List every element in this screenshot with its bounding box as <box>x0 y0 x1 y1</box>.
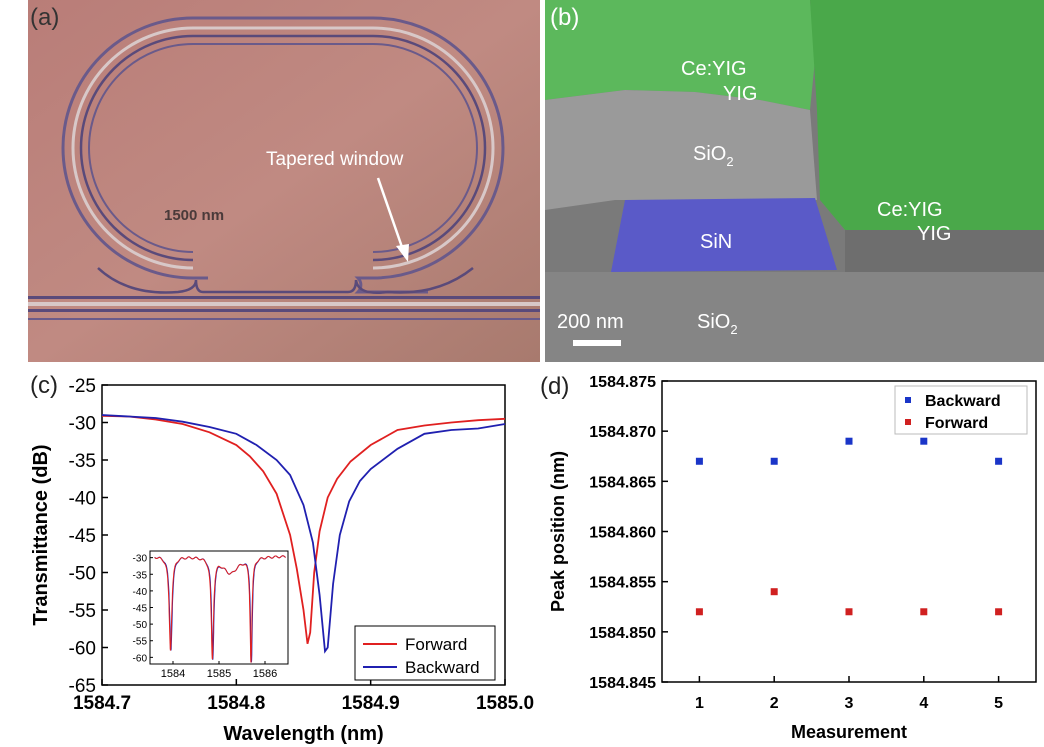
scale-bar-label: 200 nm <box>557 311 624 333</box>
data-point-backward <box>695 457 703 465</box>
x-tick-label: 1585.0 <box>476 693 534 714</box>
x-tick-label: 1584.9 <box>342 693 400 714</box>
sem-cross-section: Ce:YIG YIG SiO2 Ce:YIG YIG SiN SiO2 200 … <box>545 0 1044 362</box>
scale-bar <box>573 340 621 346</box>
data-point-backward <box>770 457 778 465</box>
x-tick-label: 1584.7 <box>73 693 131 714</box>
x-tick-label: 3 <box>845 695 854 712</box>
data-point-forward <box>695 608 703 616</box>
ceyig-top-label: Ce:YIG <box>681 58 747 80</box>
tapered-window-label: Tapered window <box>266 149 404 170</box>
annotation-arrow-line <box>376 177 405 251</box>
legend-label-forward: Forward <box>405 635 467 654</box>
data-point-backward <box>995 457 1003 465</box>
panel-b-label: (b) <box>550 4 580 31</box>
inset-y-tick-label: -45 <box>133 604 148 615</box>
yig-top-region <box>545 0 815 110</box>
y-tick-label: -25 <box>69 376 96 397</box>
sio2-upper-region <box>545 90 817 210</box>
sio2-substrate <box>545 272 1044 362</box>
yig-right-label: YIG <box>917 223 951 245</box>
ceyig-right-label: Ce:YIG <box>877 199 943 221</box>
y-tick-label: 1584.860 <box>589 525 656 542</box>
inset-x-tick-label: 1586 <box>253 668 277 680</box>
inset-frame <box>149 550 289 665</box>
inset-y-tick-label: -55 <box>133 637 148 648</box>
panel-d-label: (d) <box>540 373 569 400</box>
y-tick-label: -60 <box>69 639 96 660</box>
microring-image: 1500 nm Tapered window <box>28 0 540 362</box>
data-point-backward <box>845 437 853 445</box>
x-axis-label: Measurement <box>791 722 907 742</box>
sin-waveguide <box>611 198 837 272</box>
x-tick-label: 1 <box>695 695 704 712</box>
panel-a: 1500 nm Tapered window <box>28 0 540 362</box>
panel-a-label: (a) <box>30 4 60 31</box>
chart-d: (d) 1584.845 1584.850 1584.855 1584.860 1584.… <box>540 373 1037 742</box>
data-point-forward <box>770 588 778 596</box>
annotation-arrow-head <box>396 244 409 262</box>
sin-label: SiN <box>700 231 732 253</box>
y-tick-label: -35 <box>69 451 96 472</box>
inset-y-tick-label: -35 <box>133 570 148 581</box>
legend-box <box>894 385 1028 435</box>
legend-box <box>354 625 496 681</box>
panel-c-label: (c) <box>30 372 58 399</box>
y-tick-label: -40 <box>69 489 96 510</box>
y-axis-label: Peak position (nm) <box>548 451 568 612</box>
racetrack-ring <box>61 16 505 294</box>
y-tick-label: 1584.845 <box>589 675 656 692</box>
inset-y-tick-label: -60 <box>133 653 148 664</box>
y-tick-label: -50 <box>69 564 96 585</box>
legend-marker-forward <box>905 419 911 425</box>
data-point-forward <box>920 608 928 616</box>
series-line-backward <box>101 414 506 654</box>
x-axis-label: Wavelength (nm) <box>223 723 383 745</box>
inset-x-tick-label: 1585 <box>207 668 231 680</box>
y-tick-label: -30 <box>69 414 96 435</box>
x-tick-label: 4 <box>919 695 928 712</box>
x-tick-label: 1584.8 <box>207 693 265 714</box>
inset-series-line <box>154 555 286 663</box>
bus-waveguide <box>28 296 540 320</box>
legend-label-forward: Forward <box>925 415 988 432</box>
y-tick-label: -55 <box>69 601 96 622</box>
inset-x-tick-label: 1584 <box>161 668 185 680</box>
legend-label-backward: Backward <box>405 658 480 677</box>
y-tick-label: 1584.855 <box>589 575 656 592</box>
y-tick-label: -65 <box>69 676 96 697</box>
x-tick-label: 2 <box>770 695 779 712</box>
inset-y-tick-label: -30 <box>133 554 148 565</box>
sio2-bottom-label: SiO2 <box>697 311 738 337</box>
y-tick-label: 1584.875 <box>589 374 656 391</box>
y-tick-label: 1584.870 <box>589 424 656 441</box>
legend-label-backward: Backward <box>925 393 1001 410</box>
data-point-backward <box>920 437 928 445</box>
y-axis-label: Transmittance (dB) <box>30 444 52 625</box>
y-tick-label: 1584.850 <box>589 625 656 642</box>
data-point-forward <box>845 608 853 616</box>
inset-y-tick-label: -40 <box>133 587 148 598</box>
series-line-forward <box>101 414 506 645</box>
panel-b: Ce:YIG YIG SiO2 Ce:YIG YIG SiN SiO2 200 … <box>545 0 1044 362</box>
inset-y-tick-label: -50 <box>133 620 148 631</box>
yig-right-region <box>810 0 1044 230</box>
yig-top-label: YIG <box>723 83 757 105</box>
ring-size-label: 1500 nm <box>164 207 224 224</box>
data-point-forward <box>995 608 1003 616</box>
sio2-mid-label: SiO2 <box>693 143 734 169</box>
legend-marker-backward <box>905 397 911 403</box>
right-oxide-ledge <box>845 230 1044 272</box>
x-tick-label: 5 <box>994 695 1003 712</box>
y-tick-label: -45 <box>69 526 96 547</box>
y-tick-label: 1584.865 <box>589 474 656 491</box>
